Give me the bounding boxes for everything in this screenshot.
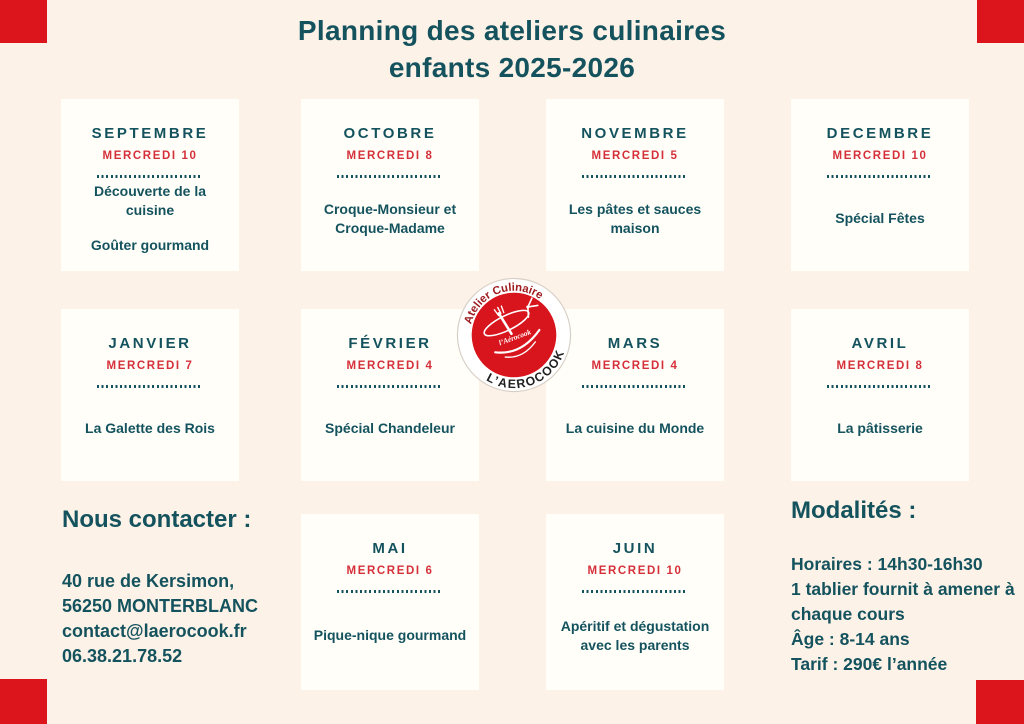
dotted-divider — [337, 385, 443, 388]
corner-accent-top-left — [0, 0, 47, 43]
contact-block: Nous contacter : 40 rue de Kersimon, 562… — [62, 506, 322, 669]
month-name: JUIN — [612, 540, 658, 557]
month-name: FÉVRIER — [348, 335, 432, 352]
month-card-mars: MARS MERCREDI 4 La cuisine du Monde — [546, 309, 724, 481]
topic: Croque-Monsieur et Croque-Madame — [323, 200, 457, 236]
dotted-divider — [97, 175, 203, 178]
fork-propeller-icon — [483, 297, 541, 358]
dotted-divider — [582, 590, 688, 593]
month-name: DECEMBRE — [826, 125, 934, 142]
month-name: MARS — [607, 335, 663, 352]
month-date: MERCREDI 4 — [346, 360, 434, 372]
month-date: MERCREDI 10 — [102, 150, 198, 162]
corner-accent-bottom-left — [0, 679, 47, 724]
dotted-divider — [582, 175, 688, 178]
dotted-divider — [827, 385, 933, 388]
modalites-heading: Modalités : — [791, 497, 917, 524]
month-topics: Les pâtes et sauces maison — [546, 178, 724, 271]
month-name: SEPTEMBRE — [91, 125, 209, 142]
month-topics: La cuisine du Monde — [546, 388, 724, 481]
modalites-tablier: 1 tablier fournit à amener à chaque cour… — [791, 579, 1015, 624]
month-topics: La Galette des Rois — [61, 388, 239, 481]
dotted-divider — [337, 175, 443, 178]
month-topics: Spécial Fêtes — [791, 178, 969, 271]
topic: La cuisine du Monde — [565, 420, 705, 437]
month-name: AVRIL — [851, 335, 909, 352]
month-name: OCTOBRE — [343, 125, 437, 142]
month-date: MERCREDI 5 — [591, 150, 679, 162]
month-card-septembre: SEPTEMBRE MERCREDI 10 Découverte de la cui… — [61, 99, 239, 271]
modalites-block: Modalités : Horaires : 14h30-16h30 1 tab… — [791, 497, 1024, 677]
modalites-lines: Horaires : 14h30-16h30 1 tablier fournit… — [791, 552, 1024, 677]
topic: Pique-nique gourmand — [313, 627, 467, 644]
month-topics: Croque-Monsieur et Croque-Madame — [301, 178, 479, 271]
contact-phone: 06.38.21.78.52 — [62, 646, 183, 666]
topic: Les pâtes et sauces maison — [568, 200, 702, 236]
page-title-line2: enfants 2025-2026 — [388, 51, 636, 83]
page-title-line1: Planning des ateliers culinaires — [297, 15, 727, 46]
month-topics: Découverte de la cuisine Goûter gourmand — [61, 178, 239, 271]
month-card-novembre: NOVEMBRE MERCREDI 5 Les pâtes et sauces ma… — [546, 99, 724, 271]
dotted-divider — [337, 590, 443, 593]
topic: Découverte de la cuisine — [93, 182, 207, 218]
contact-address-line2: 56250 MONTERBLANC — [62, 596, 259, 616]
month-card-janvier: JANVIER MERCREDI 7 La Galette des Rois — [61, 309, 239, 481]
corner-accent-top-right — [977, 0, 1024, 43]
month-topics: Spécial Chandeleur — [301, 388, 479, 481]
modalites-tarif: Tarif : 290€ l’année — [791, 654, 948, 674]
corner-accent-bottom-right — [976, 680, 1024, 724]
month-name: NOVEMBRE — [581, 125, 689, 142]
topic: Goûter gourmand — [90, 237, 210, 254]
modalites-horaires: Horaires : 14h30-16h30 — [791, 554, 983, 574]
aerocook-logo: Atelier Culinaire L’AEROCOOK l’Aérocook — [455, 275, 573, 395]
month-date: MERCREDI 10 — [832, 150, 928, 162]
modalites-age: Âge : 8-14 ans — [791, 629, 910, 649]
contact-heading: Nous contacter : — [62, 506, 252, 533]
month-card-février: FÉVRIER MERCREDI 4 Spécial Chandeleur — [301, 309, 479, 481]
month-date: MERCREDI 8 — [346, 150, 434, 162]
topic: Spécial Fêtes — [835, 210, 925, 227]
month-date: MERCREDI 8 — [836, 360, 924, 372]
month-name: MAI — [372, 540, 408, 557]
contact-lines: 40 rue de Kersimon, 56250 MONTERBLANC co… — [62, 569, 322, 669]
dotted-divider — [582, 385, 688, 388]
dotted-divider — [827, 175, 933, 178]
month-card-decembre: DECEMBRE MERCREDI 10 Spécial Fêtes — [791, 99, 969, 271]
month-date: MERCREDI 6 — [346, 565, 434, 577]
month-name: JANVIER — [108, 335, 192, 352]
topic: Apéritif et dégustation avec les parents — [560, 617, 710, 653]
month-card-juin: JUIN MERCREDI 10 Apéritif et dégustation a… — [546, 514, 724, 690]
logo-inner-circle — [471, 292, 557, 378]
topic: Spécial Chandeleur — [325, 420, 455, 437]
month-topics: La pâtisserie — [791, 388, 969, 481]
contact-email: contact@laerocook.fr — [62, 621, 247, 641]
topic: La pâtisserie — [837, 420, 923, 437]
month-card-mai: MAI MERCREDI 6 Pique-nique gourmand — [301, 514, 479, 690]
topic: La Galette des Rois — [85, 420, 215, 437]
page-title: Planning des ateliers culinaires enfants… — [0, 13, 1024, 87]
month-card-avril: AVRIL MERCREDI 8 La pâtisserie — [791, 309, 969, 481]
month-date: MERCREDI 4 — [591, 360, 679, 372]
dotted-divider — [97, 385, 203, 388]
month-topics: Apéritif et dégustation avec les parents — [546, 593, 724, 690]
month-date: MERCREDI 7 — [106, 360, 194, 372]
month-card-octobre: OCTOBRE MERCREDI 8 Croque-Monsieur et Croq… — [301, 99, 479, 271]
month-topics: Pique-nique gourmand — [301, 593, 479, 690]
contact-address-line1: 40 rue de Kersimon, — [62, 571, 235, 591]
month-date: MERCREDI 10 — [587, 565, 683, 577]
